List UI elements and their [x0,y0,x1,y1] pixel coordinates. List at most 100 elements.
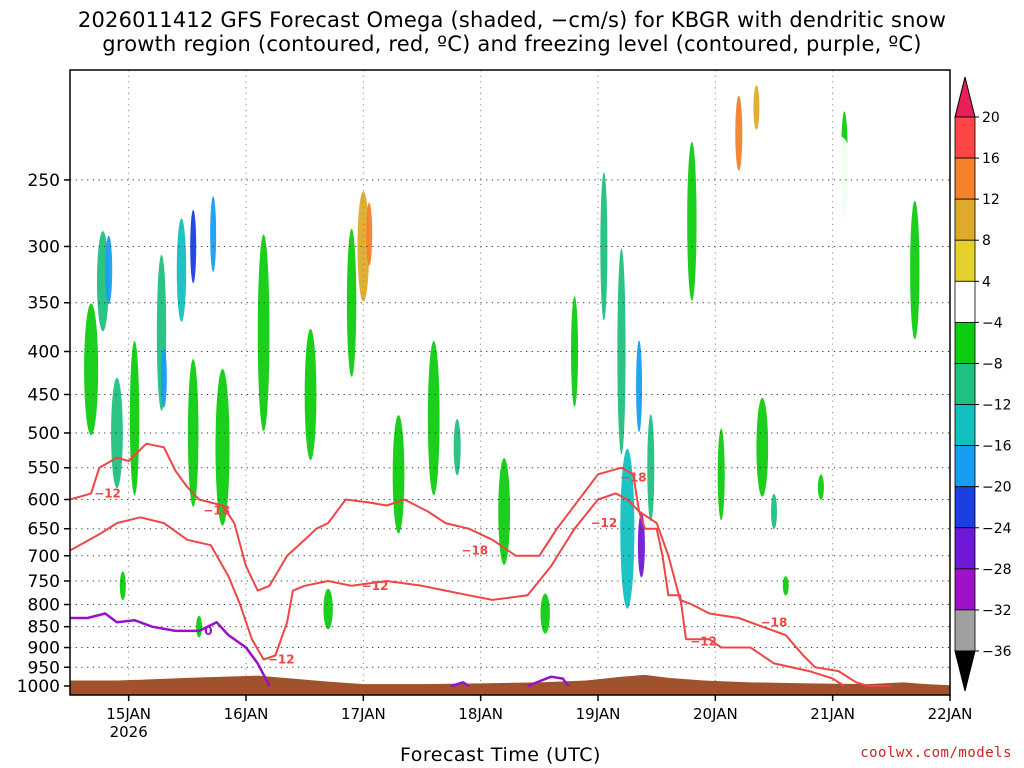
colorbar-label: 8 [982,233,991,249]
omega-cell [323,588,333,630]
omega-cell [782,576,789,596]
plot-area [70,70,950,695]
y-tick-label: 700 [28,547,60,567]
dendritic-contour-label: −12 [590,516,617,530]
freezing-level-contours [70,612,570,688]
colorbar-band [954,239,976,282]
colorbar-label: −8 [982,356,1003,372]
dendritic-contour-label: −12 [268,652,295,666]
colorbar-bottom-arrow [954,650,976,692]
omega-cell [647,414,655,522]
credit-text: coolwx.com/models [860,745,1012,761]
omega-cell [155,454,161,494]
omega-cell [817,474,824,500]
y-tick-label: 350 [28,294,60,314]
plot-background [70,70,950,695]
y-tick-label: 900 [28,639,60,659]
omega-cell [753,85,760,130]
omega-cell [717,428,725,521]
omega-cell [160,348,167,408]
y-tick-label: 600 [28,491,60,511]
omega-cell [418,545,426,587]
omega-cell [210,196,217,272]
x-tick-label: 16JAN [224,705,269,723]
plot-frame [69,69,951,696]
y-tick-label: 300 [28,237,60,257]
y-tick-label: 950 [28,658,60,678]
colorbar-band [954,609,976,652]
chart-title: 2026011412 GFS Forecast Omega (shaded, −… [0,8,1024,56]
dendritic-contour-label: −18 [203,503,230,517]
dendritic-contour-label: −12 [362,579,389,593]
dendritic-contour-minus18 [70,492,892,687]
colorbar-band [954,157,976,200]
omega-cell [357,191,370,302]
omega-cell [879,303,904,362]
omega-cell [72,550,79,582]
terrain-surface [70,674,950,695]
dendritic-contour-label: −18 [461,544,488,558]
omega-cell [714,577,729,632]
colorbar-label: −16 [982,439,1012,455]
omega-cell [617,248,626,455]
dendritic-contour-label: −18 [620,471,647,485]
omega-cell [364,340,374,496]
x-tick-label: 15JAN [106,705,151,723]
omega-cell [190,209,197,284]
x-tick-label: 21JAN [810,705,855,723]
y-tick-label: 450 [28,385,60,405]
omega-cell [392,415,405,534]
colorbar-label: −24 [982,521,1012,537]
omega-cell [105,235,113,305]
omega-cell [753,319,783,384]
omega-cell [538,91,546,175]
contour-labels: −12 −18 −12 −12 −18 −12 −18 −12 −18 0 [94,471,787,667]
colorbar-label: 4 [982,274,991,290]
freezing-level-contour [70,612,271,687]
colorbar-label: 16 [982,151,1000,167]
omega-cell [910,200,920,340]
y-tick-label: 400 [28,342,60,362]
dendritic-contours [70,442,892,687]
y-tick-label: 500 [28,424,60,444]
x-tick-sublabel: 2026 [110,723,148,741]
y-tick-label: 550 [28,459,60,479]
omega-cell [481,183,492,285]
chart-title-line-2: growth region (contoured, red, ºC) and f… [102,32,922,56]
omega-cell [935,296,942,407]
omega-cell [187,358,199,507]
x-tick-label: 20JAN [693,705,738,723]
omega-cell [637,512,645,578]
dendritic-contour-label: −12 [690,634,717,648]
colorbar-top-arrow [954,76,976,118]
omega-cell [346,228,357,377]
x-tick-label: 18JAN [458,705,503,723]
omega-cell [176,218,187,322]
x-tick-label: 22JAN [928,705,973,723]
colorbar-label: −32 [982,603,1012,619]
y-axis: 2503003504004505005506006507007508008509… [17,171,70,697]
omega-cell [453,419,461,476]
y-tick-label: 850 [28,618,60,638]
colorbar-band [954,527,976,570]
colorbar-band [954,363,976,405]
chart-title-line-1: 2026011412 GFS Forecast Omega (shaded, −… [77,8,947,32]
colorbar-legend: 20 16 12 8 4 −4 −8 −12 −16 −20 −24 −28 −32 −36 [954,76,1012,692]
colorbar-band [954,280,976,323]
colorbar-label: −20 [982,480,1012,496]
colorbar-band [954,198,976,241]
omega-cell [636,340,643,433]
colorbar-band [954,445,976,488]
omega-cell [111,377,123,489]
colorbar-band [954,321,976,364]
omega-cell [366,202,373,266]
omega-cell [571,296,579,407]
freezing-level-contour [527,675,570,688]
omega-cell [771,493,777,530]
omega-cell [822,135,855,224]
omega-cell [762,618,775,644]
colorbar-band [954,404,976,447]
omega-cell [687,141,697,301]
omega-cell [119,571,126,601]
